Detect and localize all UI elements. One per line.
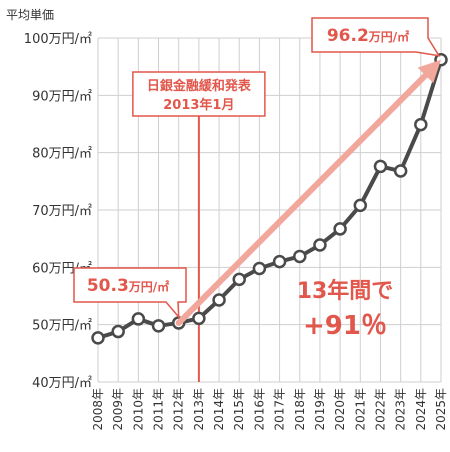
y-axis-title: 平均単価 xyxy=(6,8,54,22)
data-point xyxy=(393,164,408,178)
x-axis-ticks: 2008年 2009年 2010年 2011年 2012年 2013年 2014年 2015年… xyxy=(91,388,448,431)
x-tick-label: 2024年 xyxy=(414,388,428,431)
data-point xyxy=(272,254,287,269)
start-value-label: 50.3万円/㎡ xyxy=(87,276,169,296)
data-point xyxy=(232,272,246,287)
data-point xyxy=(91,331,105,345)
data-point xyxy=(313,238,327,252)
data-point xyxy=(212,293,226,307)
x-tick-label: 2009年 xyxy=(111,388,125,431)
growth-label-line1: 13年間で xyxy=(297,278,394,304)
x-tick-label: 2008年 xyxy=(91,388,105,431)
y-axis-ticks: 40万円/㎡50万円/㎡60万円/㎡70万円/㎡80万円/㎡90万円/㎡100万… xyxy=(24,32,92,391)
x-tick-label: 2010年 xyxy=(131,388,145,431)
event-box xyxy=(132,71,266,117)
end-value-callout: 96.2万円/㎡ xyxy=(311,17,441,57)
x-tick-label: 2013年 xyxy=(192,388,206,431)
end-value-label: 96.2万円/㎡ xyxy=(327,26,409,46)
start-value-callout: 50.3万円/㎡ xyxy=(73,267,187,320)
start-value-box xyxy=(73,267,187,320)
y-tick-label: 90万円/㎡ xyxy=(32,89,92,104)
end-value-box xyxy=(311,17,441,57)
data-point xyxy=(414,117,428,132)
data-point xyxy=(293,249,307,264)
end-value-unit: 万円/㎡ xyxy=(368,29,409,44)
x-tick-label: 2016年 xyxy=(252,388,266,431)
data-point xyxy=(373,159,388,174)
data-point xyxy=(252,261,267,276)
y-tick-label: 50万円/㎡ xyxy=(32,319,92,334)
data-point xyxy=(131,312,146,326)
x-tick-label: 2020年 xyxy=(333,388,347,431)
trend-arrow-shaft xyxy=(175,72,429,326)
data-point xyxy=(151,319,166,333)
data-point xyxy=(111,324,125,339)
event-label-line2: 2013年1月 xyxy=(163,97,234,113)
data-point xyxy=(333,222,347,236)
growth-label-line2: +91％ xyxy=(303,311,387,341)
x-tick-label: 2023年 xyxy=(394,388,408,431)
y-tick-label: 70万円/㎡ xyxy=(32,204,92,219)
data-point xyxy=(353,198,368,213)
growth-label: 13年間で +91％ xyxy=(297,278,394,341)
y-tick-label: 40万円/㎡ xyxy=(32,376,92,391)
data-point xyxy=(192,311,206,326)
x-tick-label: 2012年 xyxy=(172,388,186,431)
x-tick-label: 2018年 xyxy=(293,388,307,431)
trend-arrow xyxy=(175,59,441,326)
series-group xyxy=(91,53,448,345)
start-value-number: 50.3 xyxy=(87,276,129,296)
end-value-number: 96.2 xyxy=(327,26,369,46)
event-annotation: 日銀金融緩和発表 2013年1月 xyxy=(132,71,266,382)
y-tick-label: 100万円/㎡ xyxy=(24,32,92,47)
x-tick-label: 2025年 xyxy=(434,388,448,431)
x-tick-label: 2017年 xyxy=(273,388,287,431)
x-tick-label: 2021年 xyxy=(353,388,367,431)
x-tick-label: 2015年 xyxy=(232,388,246,431)
start-value-unit: 万円/㎡ xyxy=(128,279,169,294)
x-tick-label: 2011年 xyxy=(152,388,166,431)
event-label-line1: 日銀金融緩和発表 xyxy=(147,78,252,94)
x-tick-label: 2022年 xyxy=(373,388,387,431)
x-tick-label: 2014年 xyxy=(212,388,226,431)
x-tick-label: 2019年 xyxy=(313,388,327,431)
trend-arrow-head xyxy=(417,59,441,84)
y-tick-label: 80万円/㎡ xyxy=(32,147,92,162)
